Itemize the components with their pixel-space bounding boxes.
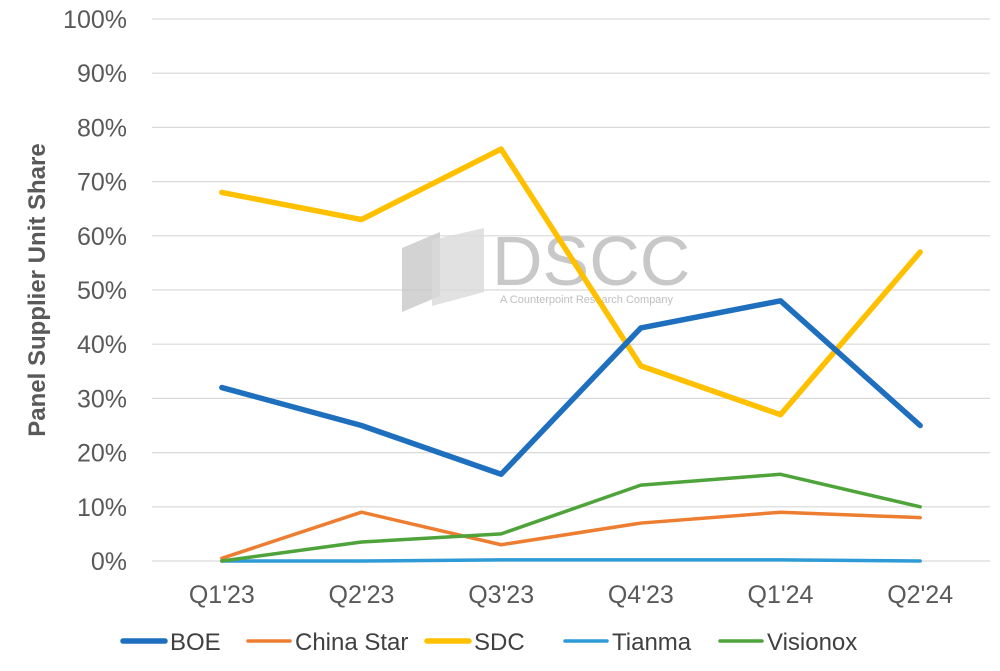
series-line-tianma xyxy=(220,558,922,563)
y-tick-label: 80% xyxy=(77,114,127,142)
legend-label: China Star xyxy=(295,629,408,656)
gridlines xyxy=(152,18,990,508)
x-tick-label: Q1'23 xyxy=(189,581,255,609)
series-line-sdc xyxy=(219,146,923,418)
y-tick-label: 70% xyxy=(77,169,127,197)
legend-label: BOE xyxy=(170,629,221,656)
legend: BOE China Star SDC Tianma Visionox xyxy=(120,629,857,656)
y-tick-label: 50% xyxy=(77,277,127,305)
y-tick-label: 30% xyxy=(77,385,127,413)
watermark: DSCC A Counterpoint Research Company xyxy=(402,222,690,312)
x-tick-label: Q3'23 xyxy=(468,581,534,609)
series-line-china-star xyxy=(220,510,922,561)
y-tick-label: 90% xyxy=(77,60,127,88)
x-axis-ticks: Q1'23 Q2'23 Q3'23 Q4'23 Q1'24 Q2'24 xyxy=(189,581,953,609)
y-axis-label: Panel Supplier Unit Share xyxy=(24,143,51,436)
y-axis-ticks: 0% 10% 20% 30% 40% 50% 60% 70% 80% 90% 100% xyxy=(63,6,127,576)
x-tick-label: Q4'23 xyxy=(608,581,674,609)
legend-label: SDC xyxy=(474,629,525,656)
x-tick-label: Q1'24 xyxy=(748,581,814,609)
y-tick-label: 0% xyxy=(91,548,127,576)
y-tick-label: 40% xyxy=(77,331,127,359)
x-tick-label: Q2'23 xyxy=(329,581,395,609)
y-tick-label: 20% xyxy=(77,440,127,468)
watermark-tagline: A Counterpoint Research Company xyxy=(500,294,674,306)
series-line-boe xyxy=(219,298,923,478)
y-tick-label: 10% xyxy=(77,494,127,522)
dscc-logo-icon xyxy=(402,228,484,312)
legend-label: Tianma xyxy=(612,629,692,656)
x-tick-label: Q2'24 xyxy=(887,581,953,609)
series-layer xyxy=(219,146,923,563)
series-line-visionox xyxy=(220,472,922,563)
legend-label: Visionox xyxy=(767,629,857,656)
y-tick-label: 100% xyxy=(63,6,127,34)
y-tick-label: 60% xyxy=(77,223,127,251)
